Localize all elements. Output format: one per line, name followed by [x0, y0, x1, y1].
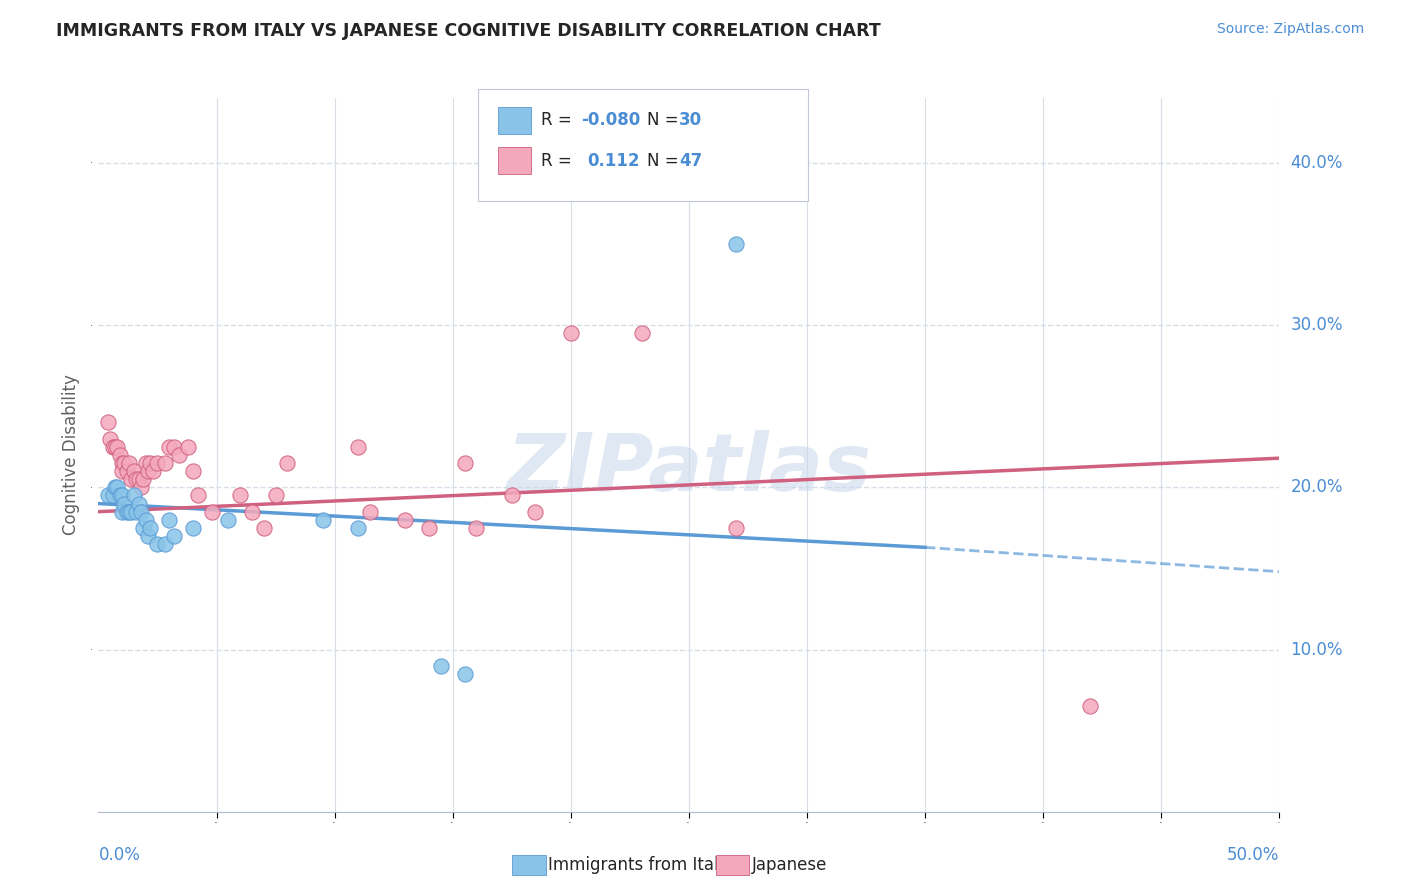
Point [177, 440, 200, 454]
Point [146, 537, 169, 551]
Point [97, 416, 120, 430]
Point [146, 456, 169, 470]
Point [524, 505, 547, 519]
Point [129, 480, 152, 494]
Point [101, 440, 124, 454]
Text: 50.0%: 50.0% [1227, 847, 1279, 864]
Point [201, 505, 224, 519]
Point [163, 529, 186, 543]
Text: N =: N = [647, 112, 683, 129]
Point [121, 505, 143, 519]
Point [108, 448, 131, 462]
Point [139, 521, 162, 535]
Point [560, 326, 582, 341]
Point [312, 513, 335, 527]
Point [128, 497, 150, 511]
Point [725, 521, 748, 535]
Point [128, 472, 150, 486]
Text: N =: N = [647, 152, 683, 169]
Point [104, 440, 127, 454]
Point [430, 658, 453, 673]
Point [418, 521, 440, 535]
Text: 30: 30 [679, 112, 702, 129]
Point [135, 513, 157, 527]
Point [104, 480, 127, 494]
Text: 20.0%: 20.0% [1291, 478, 1343, 496]
Point [111, 456, 134, 470]
Point [157, 440, 180, 454]
Point [347, 440, 370, 454]
Point [1080, 699, 1102, 714]
Point [136, 529, 159, 543]
Point [111, 488, 134, 502]
Text: -0.080: -0.080 [581, 112, 640, 129]
Point [97, 488, 120, 502]
Point [135, 456, 157, 470]
Point [264, 488, 287, 502]
Point [139, 456, 162, 470]
Text: ZIPatlas: ZIPatlas [506, 430, 872, 508]
Point [115, 505, 138, 519]
Point [453, 666, 475, 681]
Point [153, 537, 176, 551]
Text: 40.0%: 40.0% [1291, 154, 1343, 172]
Point [108, 488, 131, 502]
Point [217, 513, 239, 527]
Text: Immigrants from Italy: Immigrants from Italy [548, 856, 728, 874]
Point [122, 488, 145, 502]
Point [112, 456, 135, 470]
Point [181, 521, 204, 535]
Text: 30.0%: 30.0% [1291, 316, 1343, 334]
Point [501, 488, 523, 502]
Point [112, 497, 135, 511]
Text: 10.0%: 10.0% [1291, 640, 1343, 658]
Point [115, 464, 138, 478]
Point [276, 456, 298, 470]
Point [101, 488, 124, 502]
Point [630, 326, 652, 341]
Point [122, 464, 145, 478]
Point [465, 521, 488, 535]
Point [229, 488, 252, 502]
Text: IMMIGRANTS FROM ITALY VS JAPANESE COGNITIVE DISABILITY CORRELATION CHART: IMMIGRANTS FROM ITALY VS JAPANESE COGNIT… [56, 22, 882, 40]
Point [129, 505, 152, 519]
Y-axis label: Cognitive Disability: Cognitive Disability [62, 375, 80, 535]
Text: R =: R = [541, 152, 582, 169]
Point [240, 505, 263, 519]
Point [105, 480, 128, 494]
Point [347, 521, 370, 535]
Point [105, 440, 128, 454]
Text: Source: ZipAtlas.com: Source: ZipAtlas.com [1216, 22, 1364, 37]
Point [132, 472, 155, 486]
Point [111, 505, 134, 519]
Point [136, 464, 159, 478]
Point [118, 456, 141, 470]
Point [725, 237, 748, 252]
Text: R =: R = [541, 112, 578, 129]
Point [98, 432, 121, 446]
Text: 47: 47 [679, 152, 703, 169]
Point [125, 472, 148, 486]
Text: 0.112: 0.112 [588, 152, 640, 169]
Point [181, 464, 204, 478]
Point [187, 488, 209, 502]
Point [453, 456, 475, 470]
Point [132, 521, 155, 535]
Point [157, 513, 180, 527]
Point [153, 456, 176, 470]
Point [253, 521, 276, 535]
Text: Japanese: Japanese [752, 856, 828, 874]
Point [394, 513, 416, 527]
Point [142, 464, 165, 478]
Point [167, 448, 190, 462]
Point [111, 464, 134, 478]
Point [121, 472, 143, 486]
Point [125, 505, 148, 519]
Text: 0.0%: 0.0% [98, 847, 141, 864]
Point [163, 440, 186, 454]
Point [118, 505, 141, 519]
Point [359, 505, 381, 519]
